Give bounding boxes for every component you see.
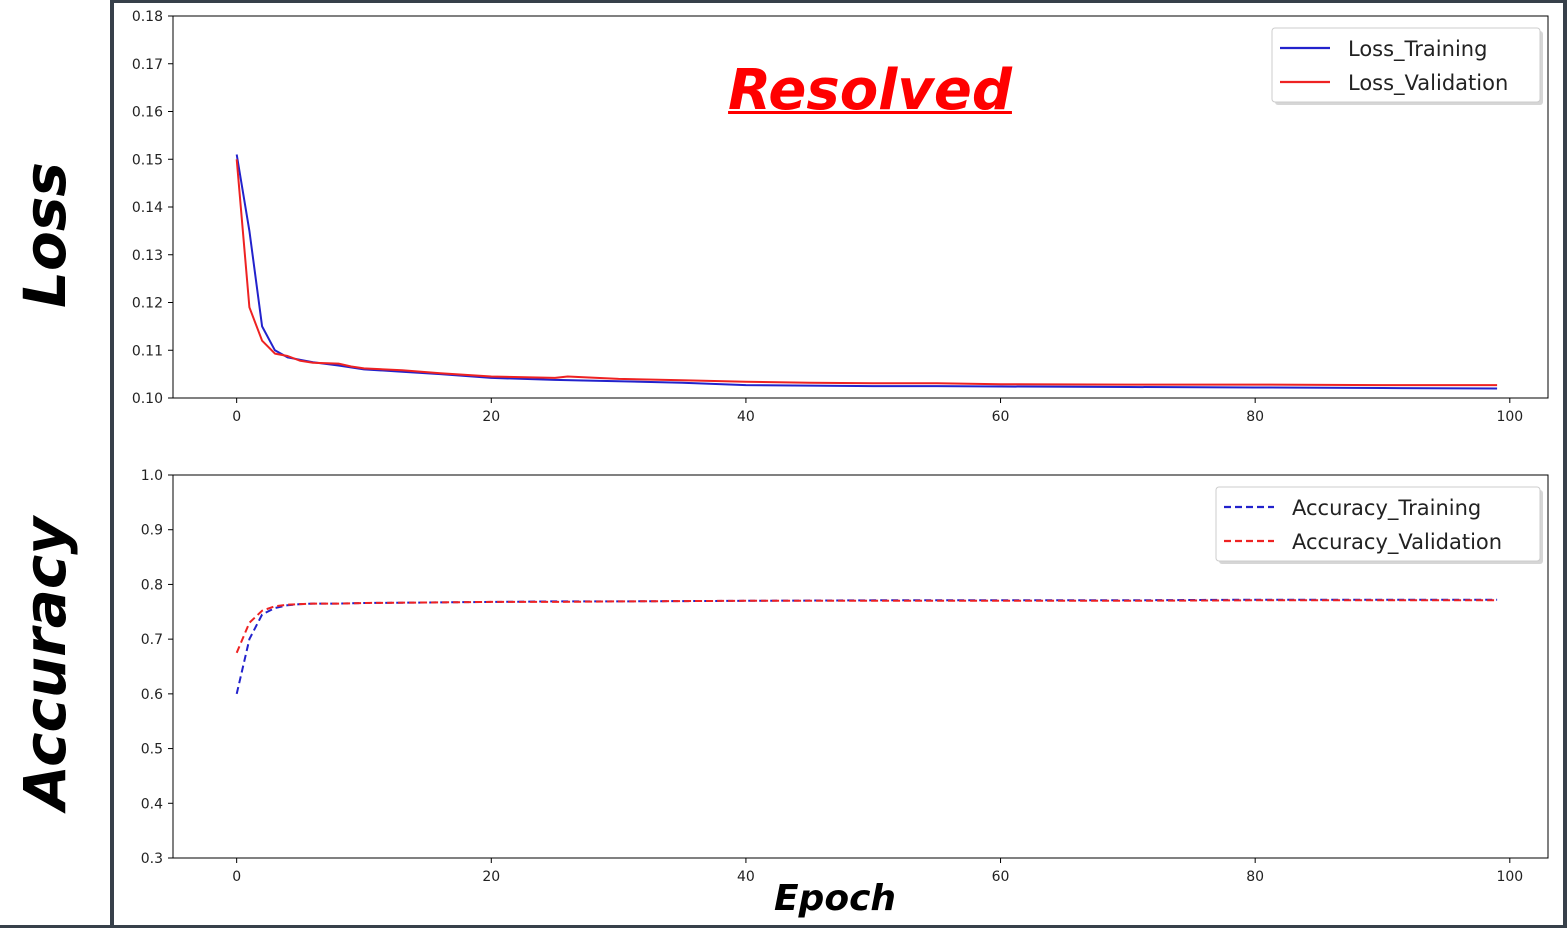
- accuracy-ytick-label: 0.3: [141, 851, 163, 867]
- loss-xtick-label: 40: [737, 409, 755, 425]
- accuracy-xtick-label: 0: [232, 869, 241, 885]
- loss-ytick-label: 0.16: [132, 105, 163, 121]
- accuracy-ytick-label: 1.0: [141, 468, 163, 484]
- loss-ytick-label: 0.12: [132, 296, 163, 312]
- loss-legend-label: Loss_Validation: [1348, 71, 1508, 96]
- loss-ytick-label: 0.18: [132, 9, 163, 25]
- frame-bottom-border: [0, 925, 1567, 928]
- loss-series-validation-line: [235, 159, 1498, 387]
- loss-xtick-label: 20: [482, 409, 500, 425]
- loss-xtick-label: 80: [1246, 409, 1264, 425]
- accuracy-xtick-label: 20: [482, 869, 500, 885]
- loss-legend-label: Loss_Training: [1348, 37, 1487, 62]
- frame-top-border: [110, 0, 1567, 3]
- accuracy-xtick-label: 80: [1246, 869, 1264, 885]
- loss-ytick-label: 0.14: [132, 200, 163, 216]
- loss-xtick-label: 60: [992, 409, 1010, 425]
- accuracy-ytick-label: 0.9: [141, 523, 163, 539]
- accuracy-ytick-label: 0.6: [141, 687, 163, 703]
- loss-xtick-label: 100: [1496, 409, 1523, 425]
- frame-left-border: [110, 0, 114, 928]
- accuracy-ytick-label: 0.7: [141, 632, 163, 648]
- accuracy-xtick-label: 100: [1496, 869, 1523, 885]
- accuracy-ytick-label: 0.4: [141, 796, 163, 812]
- loss-xtick-label: 0: [232, 409, 241, 425]
- accuracy-legend-label: Accuracy_Training: [1292, 496, 1481, 521]
- accuracy-axis-title: Accuracy: [11, 516, 79, 810]
- loss-axis-title: Loss: [11, 162, 79, 308]
- accuracy-xtick-label: 40: [737, 869, 755, 885]
- accuracy-series-validation-line: [235, 599, 1498, 654]
- loss-ytick-label: 0.13: [132, 248, 163, 264]
- loss-legend-box: [1271, 27, 1541, 103]
- accuracy-ytick-label: 0.8: [141, 577, 163, 593]
- epoch-axis-title: Epoch: [773, 878, 897, 919]
- loss-ytick-label: 0.15: [132, 152, 163, 168]
- accuracy-legend-box: [1215, 486, 1541, 562]
- accuracy-xtick-label: 60: [992, 869, 1010, 885]
- loss-ytick-label: 0.10: [132, 391, 163, 407]
- accuracy-ytick-label: 0.5: [141, 742, 163, 758]
- accuracy-legend-label: Accuracy_Validation: [1292, 530, 1502, 555]
- loss-ytick-label: 0.11: [132, 343, 163, 359]
- resolved-annotation: Resolved: [728, 58, 1012, 123]
- frame-right-border: [1563, 0, 1567, 928]
- loss-ytick-label: 0.17: [132, 57, 163, 73]
